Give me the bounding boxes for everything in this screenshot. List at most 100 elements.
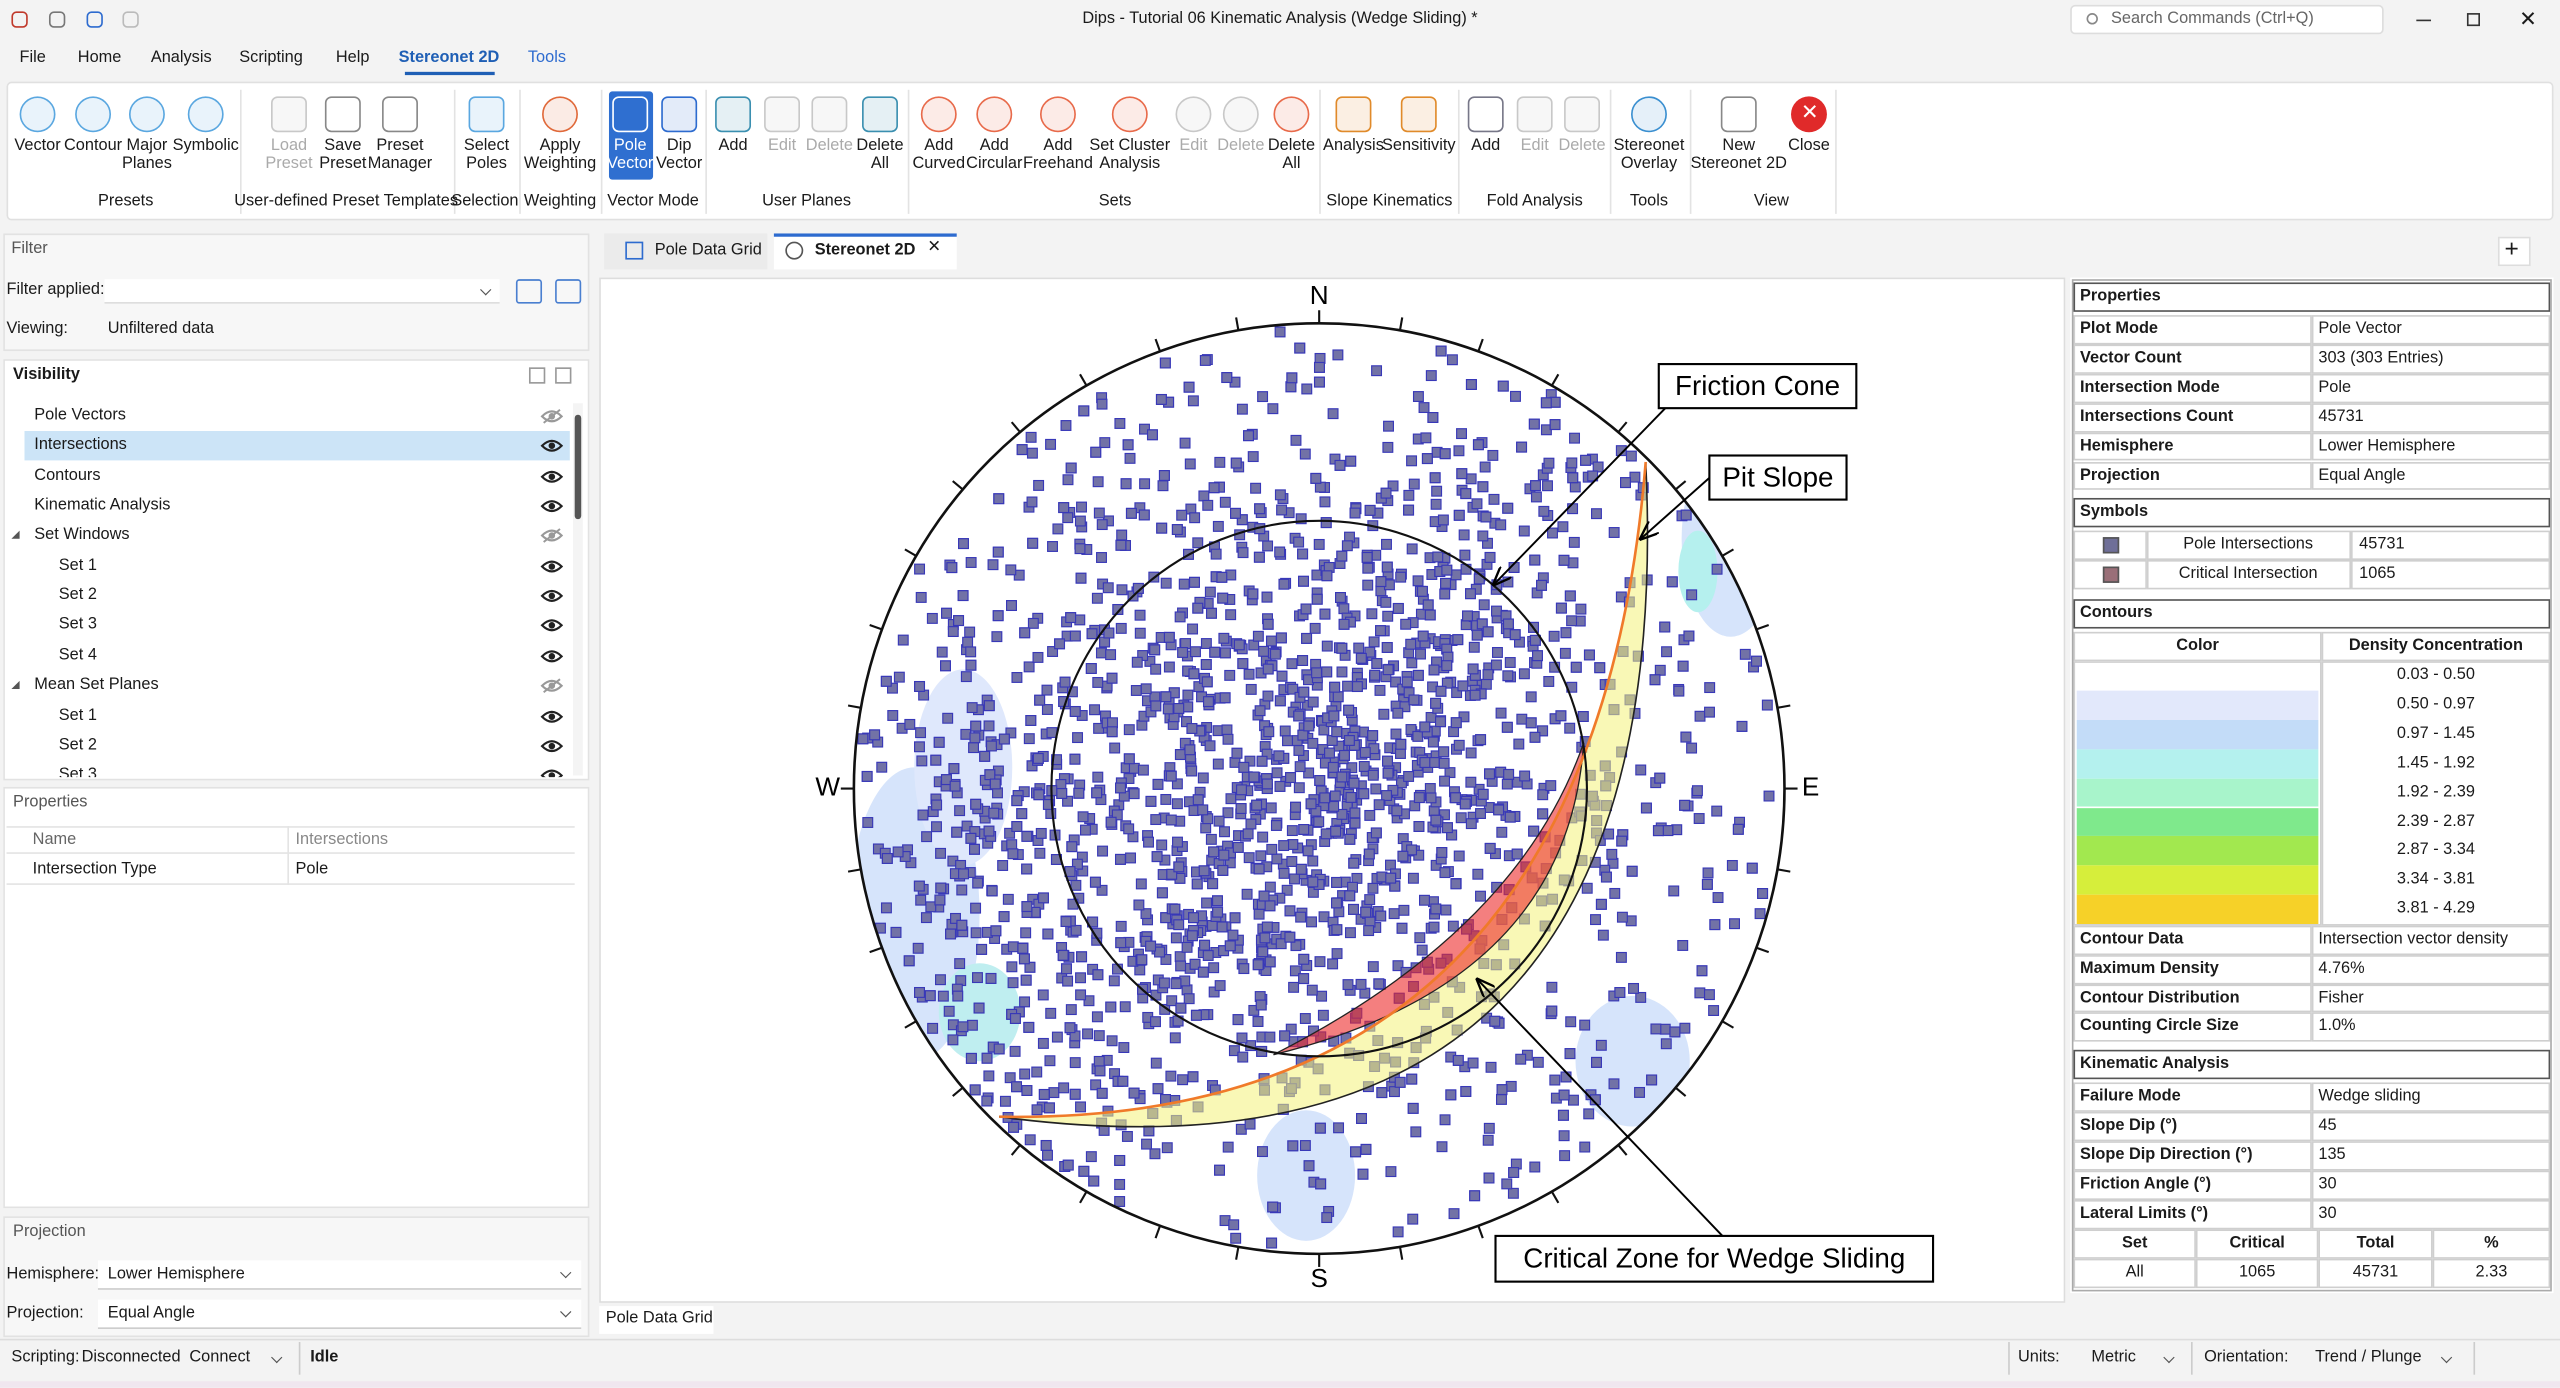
eye-toggle[interactable]: [540, 678, 564, 694]
bottom-tab[interactable]: [599, 1306, 714, 1334]
ribbon-icon[interactable]: [1400, 96, 1437, 133]
eye-toggle[interactable]: [540, 528, 564, 544]
ribbon-button-label[interactable]: Edit: [767, 137, 797, 156]
ribbon-icon[interactable]: [128, 96, 165, 133]
ribbon-button-label[interactable]: Save: [324, 137, 362, 156]
bottom-tab-label[interactable]: Pole Data Grid: [605, 1309, 713, 1328]
visibility-item[interactable]: Mean Set Planes: [34, 676, 159, 695]
eye-toggle[interactable]: [540, 408, 564, 424]
ribbon-button-label[interactable]: Freehand: [1023, 155, 1093, 174]
ribbon-button-label[interactable]: Apply: [539, 137, 581, 156]
scrollbar-thumb[interactable]: [574, 414, 582, 520]
visibility-item[interactable]: Set 4: [58, 646, 97, 665]
visibility-item[interactable]: Set 2: [58, 736, 97, 755]
eye-toggle[interactable]: [540, 648, 564, 664]
visibility-item[interactable]: Pole Vectors: [34, 406, 126, 425]
ribbon-icon[interactable]: [468, 96, 505, 133]
ribbon-icon[interactable]: [764, 96, 800, 133]
ribbon-button-label[interactable]: Select: [463, 137, 510, 156]
ribbon-button-label[interactable]: Preset: [319, 155, 367, 174]
eye-toggle[interactable]: [540, 738, 564, 754]
ribbon-icon[interactable]: [920, 96, 957, 133]
menu-item[interactable]: Stereonet 2D: [398, 48, 500, 67]
ribbon-button-label[interactable]: Delete: [1558, 137, 1606, 156]
ribbon-icon[interactable]: [811, 96, 848, 133]
status-dropdown[interactable]: Trend / Plunge: [2315, 1348, 2422, 1367]
ribbon-icon[interactable]: [1273, 96, 1310, 133]
ribbon-icon[interactable]: [75, 96, 112, 133]
ribbon-button-label[interactable]: Delete: [856, 137, 904, 156]
ribbon-icon[interactable]: [382, 96, 418, 133]
ribbon-icon[interactable]: [612, 96, 649, 133]
ribbon-icon[interactable]: [1335, 96, 1372, 133]
ribbon-button-label[interactable]: Add: [718, 137, 748, 156]
visibility-item[interactable]: Set 3: [58, 766, 97, 778]
toolbar-icon[interactable]: [11, 11, 28, 28]
ribbon-button-label[interactable]: Weighting: [523, 155, 597, 174]
ribbon-button-label[interactable]: Overlay: [1620, 155, 1678, 174]
menu-item[interactable]: Tools: [527, 48, 567, 67]
menu-item[interactable]: Analysis: [150, 48, 212, 67]
ribbon-icon[interactable]: [1631, 96, 1667, 133]
ribbon-button-label[interactable]: Delete: [805, 137, 853, 156]
eye-toggle[interactable]: [540, 768, 564, 778]
visibility-item[interactable]: Set Windows: [34, 526, 130, 545]
ribbon-icon[interactable]: [542, 96, 578, 133]
eye-toggle[interactable]: [540, 498, 564, 514]
ribbon-button-label[interactable]: Contour: [64, 137, 123, 156]
ribbon-button-label[interactable]: Planes: [121, 155, 172, 174]
expander[interactable]: [11, 531, 20, 540]
tab-close[interactable]: ✕: [927, 238, 942, 257]
visibility-item[interactable]: Set 1: [58, 706, 97, 725]
ribbon-button-label[interactable]: Add: [979, 137, 1009, 156]
ribbon-icon[interactable]: [1111, 96, 1148, 133]
ribbon-button-label[interactable]: Stereonet: [1613, 137, 1685, 156]
ribbon-button-label[interactable]: Add: [1471, 137, 1501, 156]
eye-toggle[interactable]: [540, 438, 564, 454]
dropdown[interactable]: [97, 1299, 582, 1329]
ribbon-button-label[interactable]: Sensitivity: [1382, 137, 1456, 156]
ribbon-button-label[interactable]: Add: [924, 137, 954, 156]
eye-toggle[interactable]: [540, 588, 564, 604]
dropdown[interactable]: [97, 1260, 582, 1290]
toolbar-icon[interactable]: [122, 11, 139, 28]
eye-toggle[interactable]: [540, 468, 564, 484]
tab-active[interactable]: [773, 233, 957, 270]
visibility-item[interactable]: Set 1: [58, 556, 97, 575]
ribbon-button-label[interactable]: Add: [1043, 137, 1073, 156]
visibility-tool[interactable]: [555, 367, 572, 384]
ribbon-button-label[interactable]: Circular: [966, 155, 1023, 174]
ribbon-button-label[interactable]: Analysis: [1323, 137, 1384, 156]
ribbon-icon[interactable]: [19, 96, 56, 133]
ribbon-button-label[interactable]: Major: [126, 137, 168, 156]
ribbon-icon[interactable]: [976, 96, 1013, 133]
ribbon-button-label[interactable]: Preset: [265, 155, 313, 174]
ribbon-button-label[interactable]: Curved: [912, 155, 966, 174]
ribbon-icon[interactable]: [271, 96, 307, 133]
filter-button[interactable]: [515, 279, 543, 304]
visibility-item[interactable]: Contours: [34, 466, 101, 485]
ribbon-icon[interactable]: [187, 96, 224, 133]
ribbon-icon[interactable]: [1516, 96, 1553, 133]
ribbon-button-label[interactable]: Symbolic: [172, 137, 239, 156]
ribbon-button-label[interactable]: Preset: [376, 137, 424, 156]
filter-dropdown[interactable]: [104, 279, 500, 304]
ribbon-button-label[interactable]: Analysis: [1099, 155, 1161, 174]
ribbon-button-label[interactable]: Edit: [1520, 137, 1549, 156]
ribbon-icon[interactable]: [1222, 96, 1259, 133]
ribbon-icon[interactable]: [1175, 96, 1212, 133]
menu-item[interactable]: Home: [77, 48, 122, 67]
menu-item[interactable]: File: [19, 48, 46, 67]
ribbon-button-label[interactable]: Close: [1788, 137, 1830, 156]
ribbon-icon[interactable]: [715, 96, 752, 133]
ribbon-button-label[interactable]: Load: [270, 137, 308, 156]
toolbar-icon[interactable]: [86, 11, 103, 28]
visibility-item[interactable]: Intersections: [34, 436, 127, 455]
visibility-item[interactable]: Kinematic Analysis: [34, 496, 171, 515]
search-box[interactable]: [2070, 4, 2384, 35]
ribbon-icon[interactable]: [862, 96, 898, 133]
ribbon-icon[interactable]: [1564, 96, 1600, 133]
status-dropdown[interactable]: Metric: [2091, 1348, 2136, 1367]
ribbon-button-label[interactable]: Poles: [466, 155, 507, 174]
visibility-item[interactable]: Set 2: [58, 586, 97, 605]
